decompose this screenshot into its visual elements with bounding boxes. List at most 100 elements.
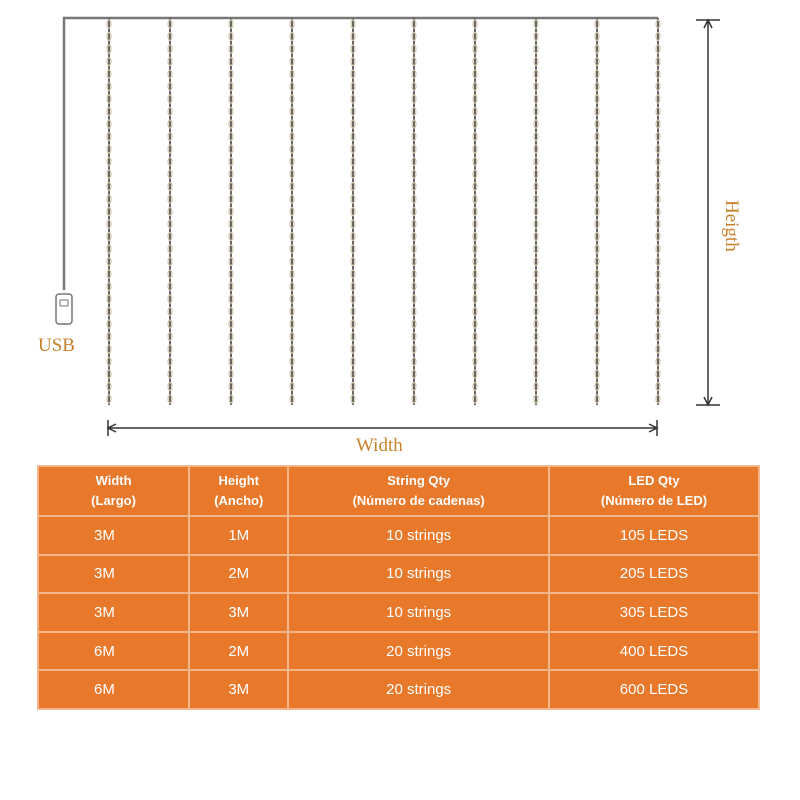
led-bulb xyxy=(472,231,478,242)
led-bulb xyxy=(106,356,112,367)
led-bulb xyxy=(228,119,234,129)
led-bulb xyxy=(594,319,600,329)
led-bulb xyxy=(655,31,661,42)
led-bulb xyxy=(106,81,112,92)
led-bulb xyxy=(655,394,661,404)
led-bulb xyxy=(411,131,417,142)
led-bulb xyxy=(350,381,356,392)
led-bulb xyxy=(350,69,356,79)
led-bulb xyxy=(350,331,356,342)
header-height: Height (Ancho) xyxy=(188,465,290,517)
led-bulb xyxy=(472,119,478,129)
led-bulb xyxy=(350,219,356,229)
led-bulb xyxy=(228,394,234,404)
led-bulb xyxy=(655,294,661,304)
led-bulb xyxy=(655,381,661,392)
led-bulb xyxy=(289,281,295,292)
led-bulb xyxy=(472,219,478,229)
led-bulb xyxy=(472,106,478,117)
led-bulb xyxy=(228,44,234,54)
led-bulb xyxy=(533,156,539,167)
header-led-qty: LED Qty (Número de LED) xyxy=(547,465,761,517)
led-bulb xyxy=(594,269,600,279)
led-bulb xyxy=(655,281,661,292)
led-string xyxy=(106,18,112,405)
led-bulb xyxy=(228,144,234,154)
led-bulb xyxy=(228,306,234,317)
led-bulb xyxy=(411,119,417,129)
led-bulb xyxy=(289,56,295,67)
led-bulb xyxy=(411,219,417,229)
led-bulb xyxy=(655,344,661,354)
led-string xyxy=(350,18,356,405)
led-bulb xyxy=(228,231,234,242)
led-bulb xyxy=(350,169,356,179)
led-bulb xyxy=(228,344,234,354)
led-bulb xyxy=(106,181,112,192)
led-bulb xyxy=(533,306,539,317)
led-bulb xyxy=(106,269,112,279)
led-bulb xyxy=(289,256,295,267)
led-bulb xyxy=(655,81,661,92)
usb-label: USB xyxy=(38,335,75,356)
led-bulb xyxy=(655,256,661,267)
led-bulb xyxy=(472,381,478,392)
led-bulb xyxy=(594,69,600,79)
led-bulb xyxy=(594,306,600,317)
led-bulb xyxy=(167,381,173,392)
table-cell: 20 strings xyxy=(287,669,550,710)
led-bulb xyxy=(655,19,661,29)
led-bulb xyxy=(472,369,478,379)
led-bulb xyxy=(289,169,295,179)
led-bulb xyxy=(289,381,295,392)
led-bulb xyxy=(533,81,539,92)
led-bulb xyxy=(655,69,661,79)
table-cell: 20 strings xyxy=(287,630,550,672)
led-bulb xyxy=(350,319,356,329)
led-bulb xyxy=(350,194,356,204)
table-row: 6M 3M 20 strings 600 LEDS xyxy=(36,669,761,710)
led-bulb xyxy=(533,356,539,367)
led-bulb xyxy=(655,94,661,104)
led-bulb xyxy=(411,319,417,329)
led-bulb xyxy=(655,169,661,179)
led-bulb xyxy=(655,231,661,242)
led-bulb xyxy=(167,94,173,104)
power-wire xyxy=(62,16,658,290)
led-bulb xyxy=(106,19,112,29)
led-bulb xyxy=(228,294,234,304)
led-bulb xyxy=(350,306,356,317)
led-bulb xyxy=(289,94,295,104)
led-bulb xyxy=(106,56,112,67)
led-bulb xyxy=(228,281,234,292)
table-cell: 10 strings xyxy=(287,515,550,556)
led-bulb xyxy=(167,81,173,92)
led-bulb xyxy=(472,56,478,67)
led-bulb xyxy=(350,231,356,242)
led-bulb xyxy=(594,231,600,242)
led-bulb xyxy=(350,269,356,279)
led-bulb xyxy=(350,19,356,29)
led-string xyxy=(167,18,173,405)
led-bulb xyxy=(350,394,356,404)
led-bulb xyxy=(472,69,478,79)
led-bulb xyxy=(411,169,417,179)
led-bulb xyxy=(289,331,295,342)
led-bulb xyxy=(655,194,661,204)
led-bulb xyxy=(472,344,478,354)
led-bulb xyxy=(594,369,600,379)
led-bulb xyxy=(655,44,661,54)
led-bulb xyxy=(655,156,661,167)
led-bulb xyxy=(106,156,112,167)
led-bulb xyxy=(228,94,234,104)
header-width: Width (Largo) xyxy=(36,465,191,517)
led-bulb xyxy=(228,19,234,29)
led-bulb xyxy=(533,181,539,192)
led-bulb xyxy=(228,181,234,192)
led-bulb xyxy=(167,119,173,129)
led-string xyxy=(411,18,417,405)
led-bulb xyxy=(350,131,356,142)
led-bulb xyxy=(350,81,356,92)
led-bulb xyxy=(350,156,356,167)
led-bulb xyxy=(533,381,539,392)
